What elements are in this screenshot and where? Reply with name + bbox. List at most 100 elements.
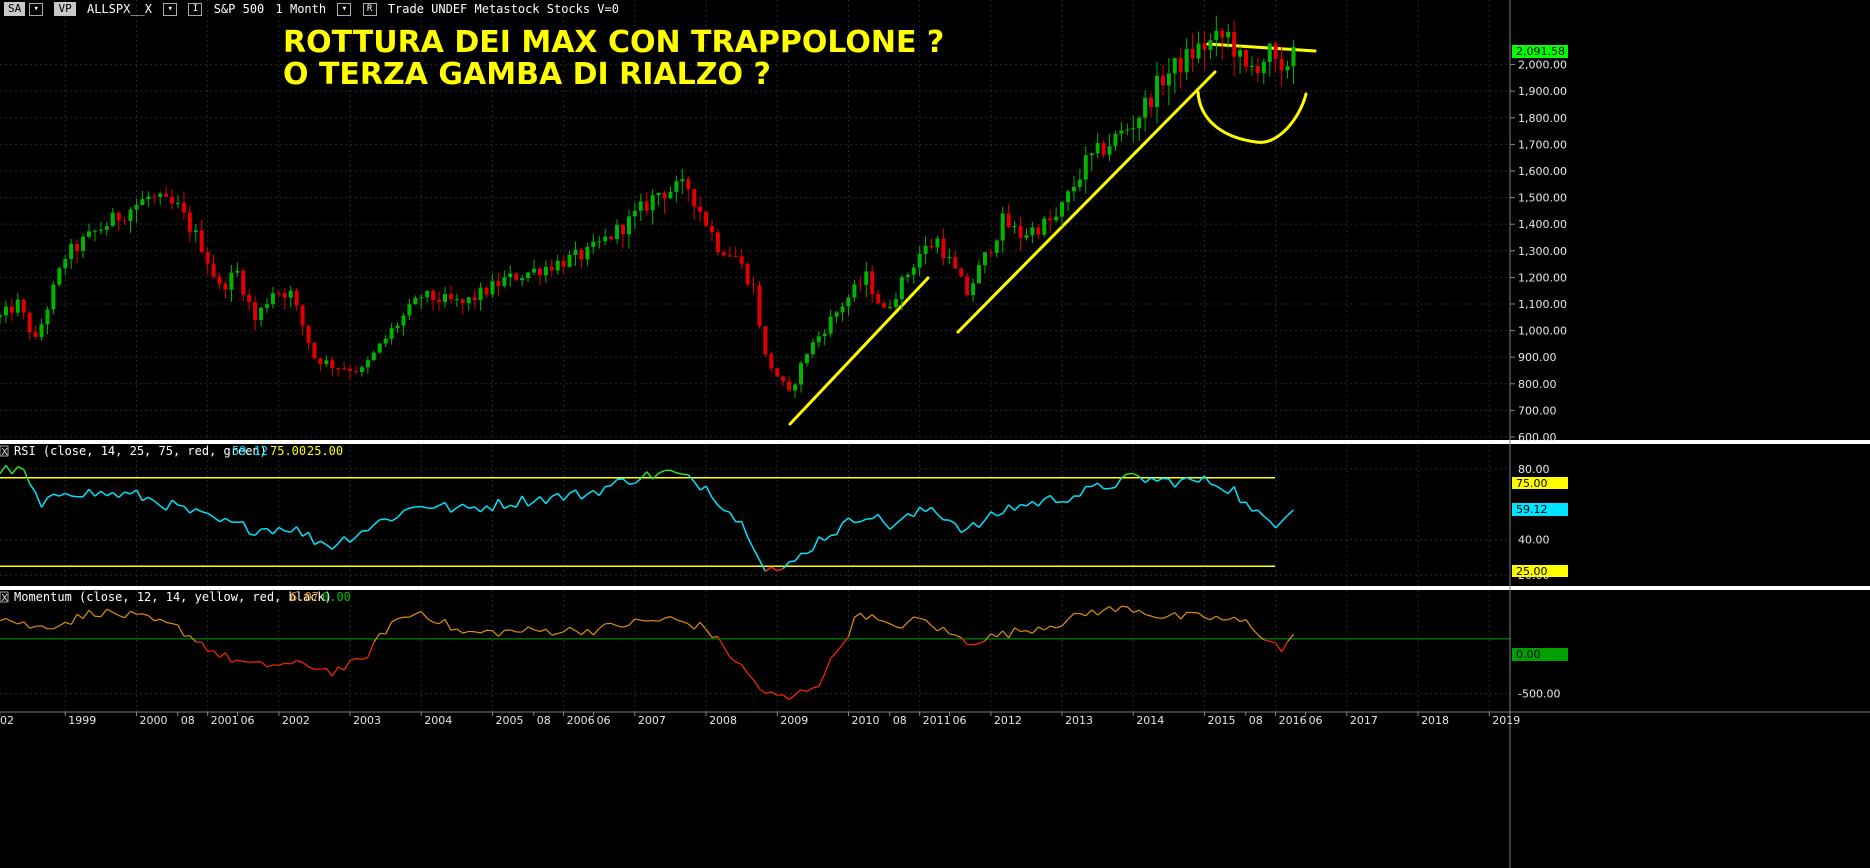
- rsi-panel-header: x RSI (close, 14, 25, 75, red, green) 59…: [0, 444, 343, 458]
- rsi-segment: [545, 496, 553, 505]
- candle-body: [1166, 73, 1171, 86]
- momentum-tick-label: -500.00: [1518, 688, 1560, 701]
- vp-button[interactable]: VP: [54, 2, 76, 16]
- candle-body: [1066, 191, 1070, 203]
- time-tick-label: 06: [241, 714, 255, 727]
- rsi-segment: [1008, 504, 1016, 511]
- candle-body: [69, 243, 74, 259]
- momentum-segment: [1002, 630, 1010, 639]
- candle-body: [247, 294, 252, 303]
- candle-body: [899, 277, 904, 300]
- rsi-segment: [717, 504, 725, 512]
- candle-body: [858, 284, 863, 286]
- candle-body: [51, 284, 56, 310]
- interval-label[interactable]: 1 Month: [275, 2, 327, 16]
- candle-body: [757, 285, 762, 327]
- rsi-segment: [740, 521, 749, 538]
- sa-button[interactable]: SA: [4, 2, 26, 16]
- ticker-field[interactable]: ALLSPX__X: [86, 2, 152, 16]
- rsi-segment: [497, 498, 505, 510]
- candle-body: [1060, 202, 1065, 217]
- candle-body: [1214, 30, 1219, 41]
- ticker-dropdown-icon[interactable]: ▾: [163, 3, 178, 16]
- rsi-segment: [871, 513, 879, 520]
- time-tick-label: 2009: [780, 714, 808, 727]
- interval-dropdown-icon[interactable]: ▾: [337, 3, 352, 16]
- momentum-segment: [70, 613, 78, 625]
- rsi-segment: [1120, 473, 1128, 479]
- time-tick-label: 2019: [1492, 714, 1520, 727]
- rsi-segment: [978, 519, 986, 528]
- momentum-segment: [753, 679, 760, 690]
- rsi-segment: [789, 560, 796, 563]
- momentum-segment: [159, 618, 167, 623]
- candle-body: [1030, 227, 1035, 236]
- momentum-segment: [59, 621, 66, 627]
- rsi-segment: [729, 511, 737, 523]
- momentum-segment: [978, 640, 986, 645]
- rsi-segment: [628, 482, 635, 485]
- rsi-segment: [421, 505, 428, 509]
- candle-body: [953, 256, 958, 269]
- candle-body: [490, 281, 495, 295]
- candle-body: [1107, 146, 1112, 155]
- r-button[interactable]: R: [362, 3, 377, 16]
- candle-body: [810, 342, 815, 355]
- momentum-segment: [456, 628, 464, 634]
- time-tick-label: 2004: [424, 714, 452, 727]
- price-tick-label: 1,700.00: [1518, 138, 1567, 151]
- rsi-lower-level: 25.00: [307, 444, 343, 458]
- rsi-segment: [1002, 504, 1010, 515]
- momentum-close-icon[interactable]: [0, 591, 9, 603]
- momentum-segment: [142, 613, 149, 617]
- candle-body: [508, 273, 513, 278]
- rsi-segment: [278, 526, 286, 532]
- momentum-segment: [658, 617, 665, 622]
- rsi-segment: [723, 509, 731, 513]
- rsi-segment: [272, 526, 280, 535]
- rsi-series: [0, 464, 1294, 573]
- momentum-segment: [1269, 640, 1276, 644]
- candle-body: [710, 226, 714, 233]
- rsi-segment: [835, 522, 844, 535]
- candle-body: [822, 333, 827, 337]
- rsi-segment: [456, 503, 464, 509]
- candle-body: [359, 367, 364, 372]
- momentum-segment: [154, 618, 161, 622]
- momentum-segment: [711, 636, 719, 638]
- svg-text:2,091.58: 2,091.58: [1516, 45, 1565, 58]
- rsi-segment: [142, 496, 149, 502]
- candle-body: [1267, 43, 1272, 62]
- candle-body: [751, 284, 756, 286]
- candle-body: [348, 368, 353, 371]
- candle-body: [401, 315, 406, 326]
- rsi-segment: [1037, 498, 1045, 507]
- momentum-y-axis: -500.00: [1518, 688, 1560, 701]
- candle-body: [15, 299, 20, 313]
- rsi-close-icon[interactable]: [0, 445, 9, 457]
- candle-body: [1095, 143, 1100, 154]
- candle-body: [680, 179, 685, 182]
- rsi-segment: [1014, 503, 1022, 511]
- sa-dropdown-icon[interactable]: ▾: [29, 3, 44, 16]
- momentum-segment: [1251, 627, 1259, 636]
- candle-body: [603, 236, 608, 242]
- momentum-segment: [361, 656, 369, 661]
- time-tick-label: 02: [0, 714, 14, 727]
- candle-body: [1131, 128, 1136, 130]
- momentum-segment: [830, 651, 838, 659]
- rsi-segment: [82, 488, 90, 498]
- candle-body: [122, 220, 127, 222]
- momentum-segment: [598, 623, 606, 629]
- candle-body: [395, 325, 400, 329]
- index-button[interactable]: I: [188, 3, 203, 16]
- candle-body: [270, 293, 275, 305]
- momentum-segment: [563, 626, 570, 633]
- rsi-segment: [385, 518, 392, 522]
- candle-body: [460, 299, 465, 304]
- momentum-segment: [1162, 615, 1170, 619]
- momentum-segment: [1174, 612, 1182, 620]
- price-tick-label: 1,200.00: [1518, 271, 1567, 284]
- candle-body: [1160, 75, 1165, 86]
- candle-body: [1125, 129, 1130, 131]
